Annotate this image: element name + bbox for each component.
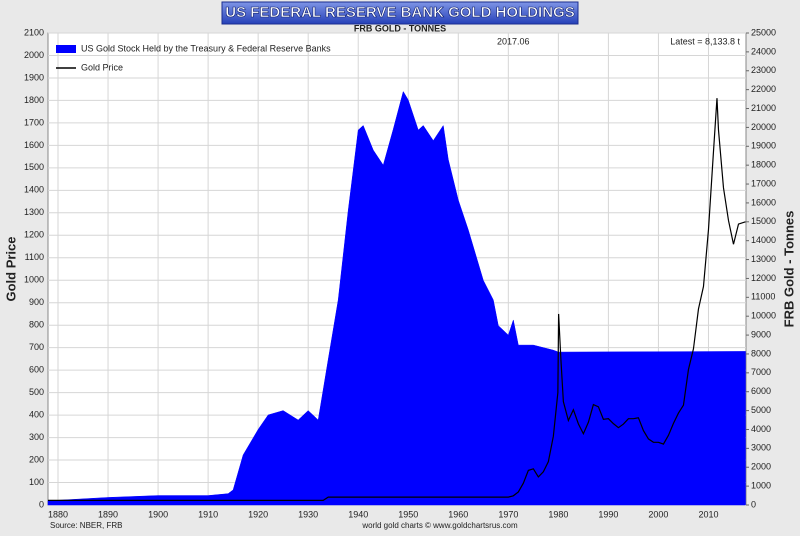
x-tick-label: 1930 — [298, 509, 318, 519]
y-tick-label: 2000 — [24, 50, 44, 60]
y2-tick-label: 17000 — [751, 178, 776, 188]
y2-tick-label: 12000 — [751, 273, 776, 283]
x-tick-label: 1950 — [398, 509, 418, 519]
y2-tick-label: 9000 — [751, 329, 771, 339]
annotation: 2017.06 — [497, 36, 530, 46]
y2-tick-label: 24000 — [751, 46, 776, 56]
y-tick-label: 1800 — [24, 95, 44, 105]
y-tick-label: 1100 — [25, 252, 44, 262]
y-tick-label: 1700 — [24, 117, 44, 127]
x-tick-label: 1880 — [48, 509, 68, 519]
y2-tick-label: 2000 — [751, 462, 771, 472]
credit: world gold charts © www.goldchartsrus.co… — [361, 521, 518, 530]
x-tick-label: 1970 — [498, 509, 518, 519]
y2-tick-label: 20000 — [751, 122, 776, 132]
y2-tick-label: 23000 — [751, 65, 776, 75]
x-tick-label: 1920 — [248, 509, 268, 519]
y-tick-label: 700 — [29, 342, 44, 352]
annotation: Latest = 8,133.8 t — [670, 36, 740, 46]
y-tick-label: 800 — [29, 320, 44, 330]
y-axis-title: Gold Price — [3, 236, 18, 301]
y-tick-label: 600 — [29, 365, 44, 375]
y2-tick-label: 7000 — [751, 367, 771, 377]
y-tick-label: 300 — [29, 432, 44, 442]
legend-label: US Gold Stock Held by the Treasury & Fed… — [81, 43, 331, 53]
y-tick-label: 500 — [29, 387, 44, 397]
y2-tick-label: 14000 — [751, 235, 776, 245]
legend-swatch — [56, 45, 76, 53]
y2-tick-label: 25000 — [751, 27, 776, 37]
y-tick-label: 1300 — [24, 207, 44, 217]
chart-title: US FEDERAL RESERVE BANK GOLD HOLDINGS — [225, 4, 574, 21]
y2-tick-label: 5000 — [751, 405, 771, 415]
x-tick-label: 1990 — [598, 509, 618, 519]
y-tick-label: 1000 — [24, 275, 44, 285]
x-tick-label: 1900 — [148, 509, 168, 519]
y2-tick-label: 6000 — [751, 386, 771, 396]
plot-layer — [47, 32, 746, 506]
y-tick-label: 200 — [29, 454, 44, 464]
y-tick-label: 1600 — [24, 140, 44, 150]
x-tick-label: 1960 — [448, 509, 468, 519]
y2-tick-label: 10000 — [751, 311, 776, 321]
y-tick-label: 2100 — [24, 27, 44, 37]
title-bar — [221, 1, 579, 25]
y2-tick-label: 11000 — [751, 292, 775, 302]
y-tick-label: 900 — [29, 297, 44, 307]
y2-tick-label: 21000 — [751, 103, 776, 113]
y2-tick-label: 3000 — [751, 443, 771, 453]
y2-tick-label: 13000 — [751, 254, 776, 264]
x-tick-label: 1940 — [348, 509, 368, 519]
y-tick-label: 100 — [29, 477, 44, 487]
y2-tick-label: 4000 — [751, 424, 771, 434]
y-tick-label: 1200 — [24, 230, 44, 240]
line — [48, 98, 746, 501]
y2-tick-label: 15000 — [751, 216, 776, 226]
y2-tick-label: 16000 — [751, 197, 776, 207]
source: Source: NBER, FRB — [50, 521, 122, 530]
y2-tick-label: 18000 — [751, 160, 776, 170]
chart-subtitle: FRB GOLD - TONNES — [354, 23, 446, 33]
y2-tick-label: 22000 — [751, 84, 776, 94]
x-tick-label: 2010 — [698, 509, 718, 519]
legend-label: Gold Price — [81, 62, 123, 72]
y-tick-label: 1900 — [24, 72, 44, 82]
y2-axis-title: FRB Gold - Tonnes — [781, 211, 796, 328]
y2-tick-label: 8000 — [751, 348, 771, 358]
y2-tick-label: 0 — [751, 499, 756, 509]
x-tick-label: 1890 — [98, 509, 118, 519]
x-tick-label: 2000 — [648, 509, 668, 519]
y-tick-label: 1500 — [24, 162, 44, 172]
y-tick-label: 0 — [39, 499, 44, 509]
y-tick-label: 400 — [29, 409, 44, 419]
y2-tick-label: 1000 — [751, 480, 771, 490]
x-tick-label: 1980 — [548, 509, 568, 519]
x-tick-label: 1910 — [198, 509, 218, 519]
y-tick-label: 1400 — [24, 185, 44, 195]
y2-tick-label: 19000 — [751, 141, 776, 151]
area — [47, 90, 746, 506]
